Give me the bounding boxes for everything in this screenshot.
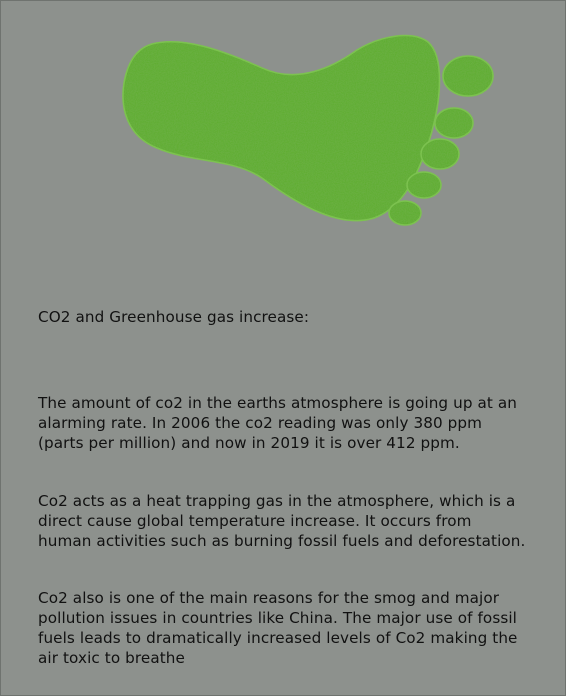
footprint-toe-1 xyxy=(442,55,494,97)
paragraph-co2-levels: The amount of co2 in the earths atmosphe… xyxy=(38,394,518,452)
footprint-toe-4 xyxy=(406,171,442,199)
footprint-toe-5 xyxy=(388,200,422,226)
section-heading: CO2 and Greenhouse gas increase: xyxy=(38,308,310,326)
footprint-sole xyxy=(122,34,441,222)
paragraph-pollution: Co2 also is one of the main reasons for … xyxy=(38,589,518,667)
footprint-icon xyxy=(122,34,494,226)
footprint-toe-3 xyxy=(420,138,460,170)
footprint-toe-2 xyxy=(434,107,474,139)
paragraph-heat-trapping: Co2 acts as a heat trapping gas in the a… xyxy=(38,492,526,550)
